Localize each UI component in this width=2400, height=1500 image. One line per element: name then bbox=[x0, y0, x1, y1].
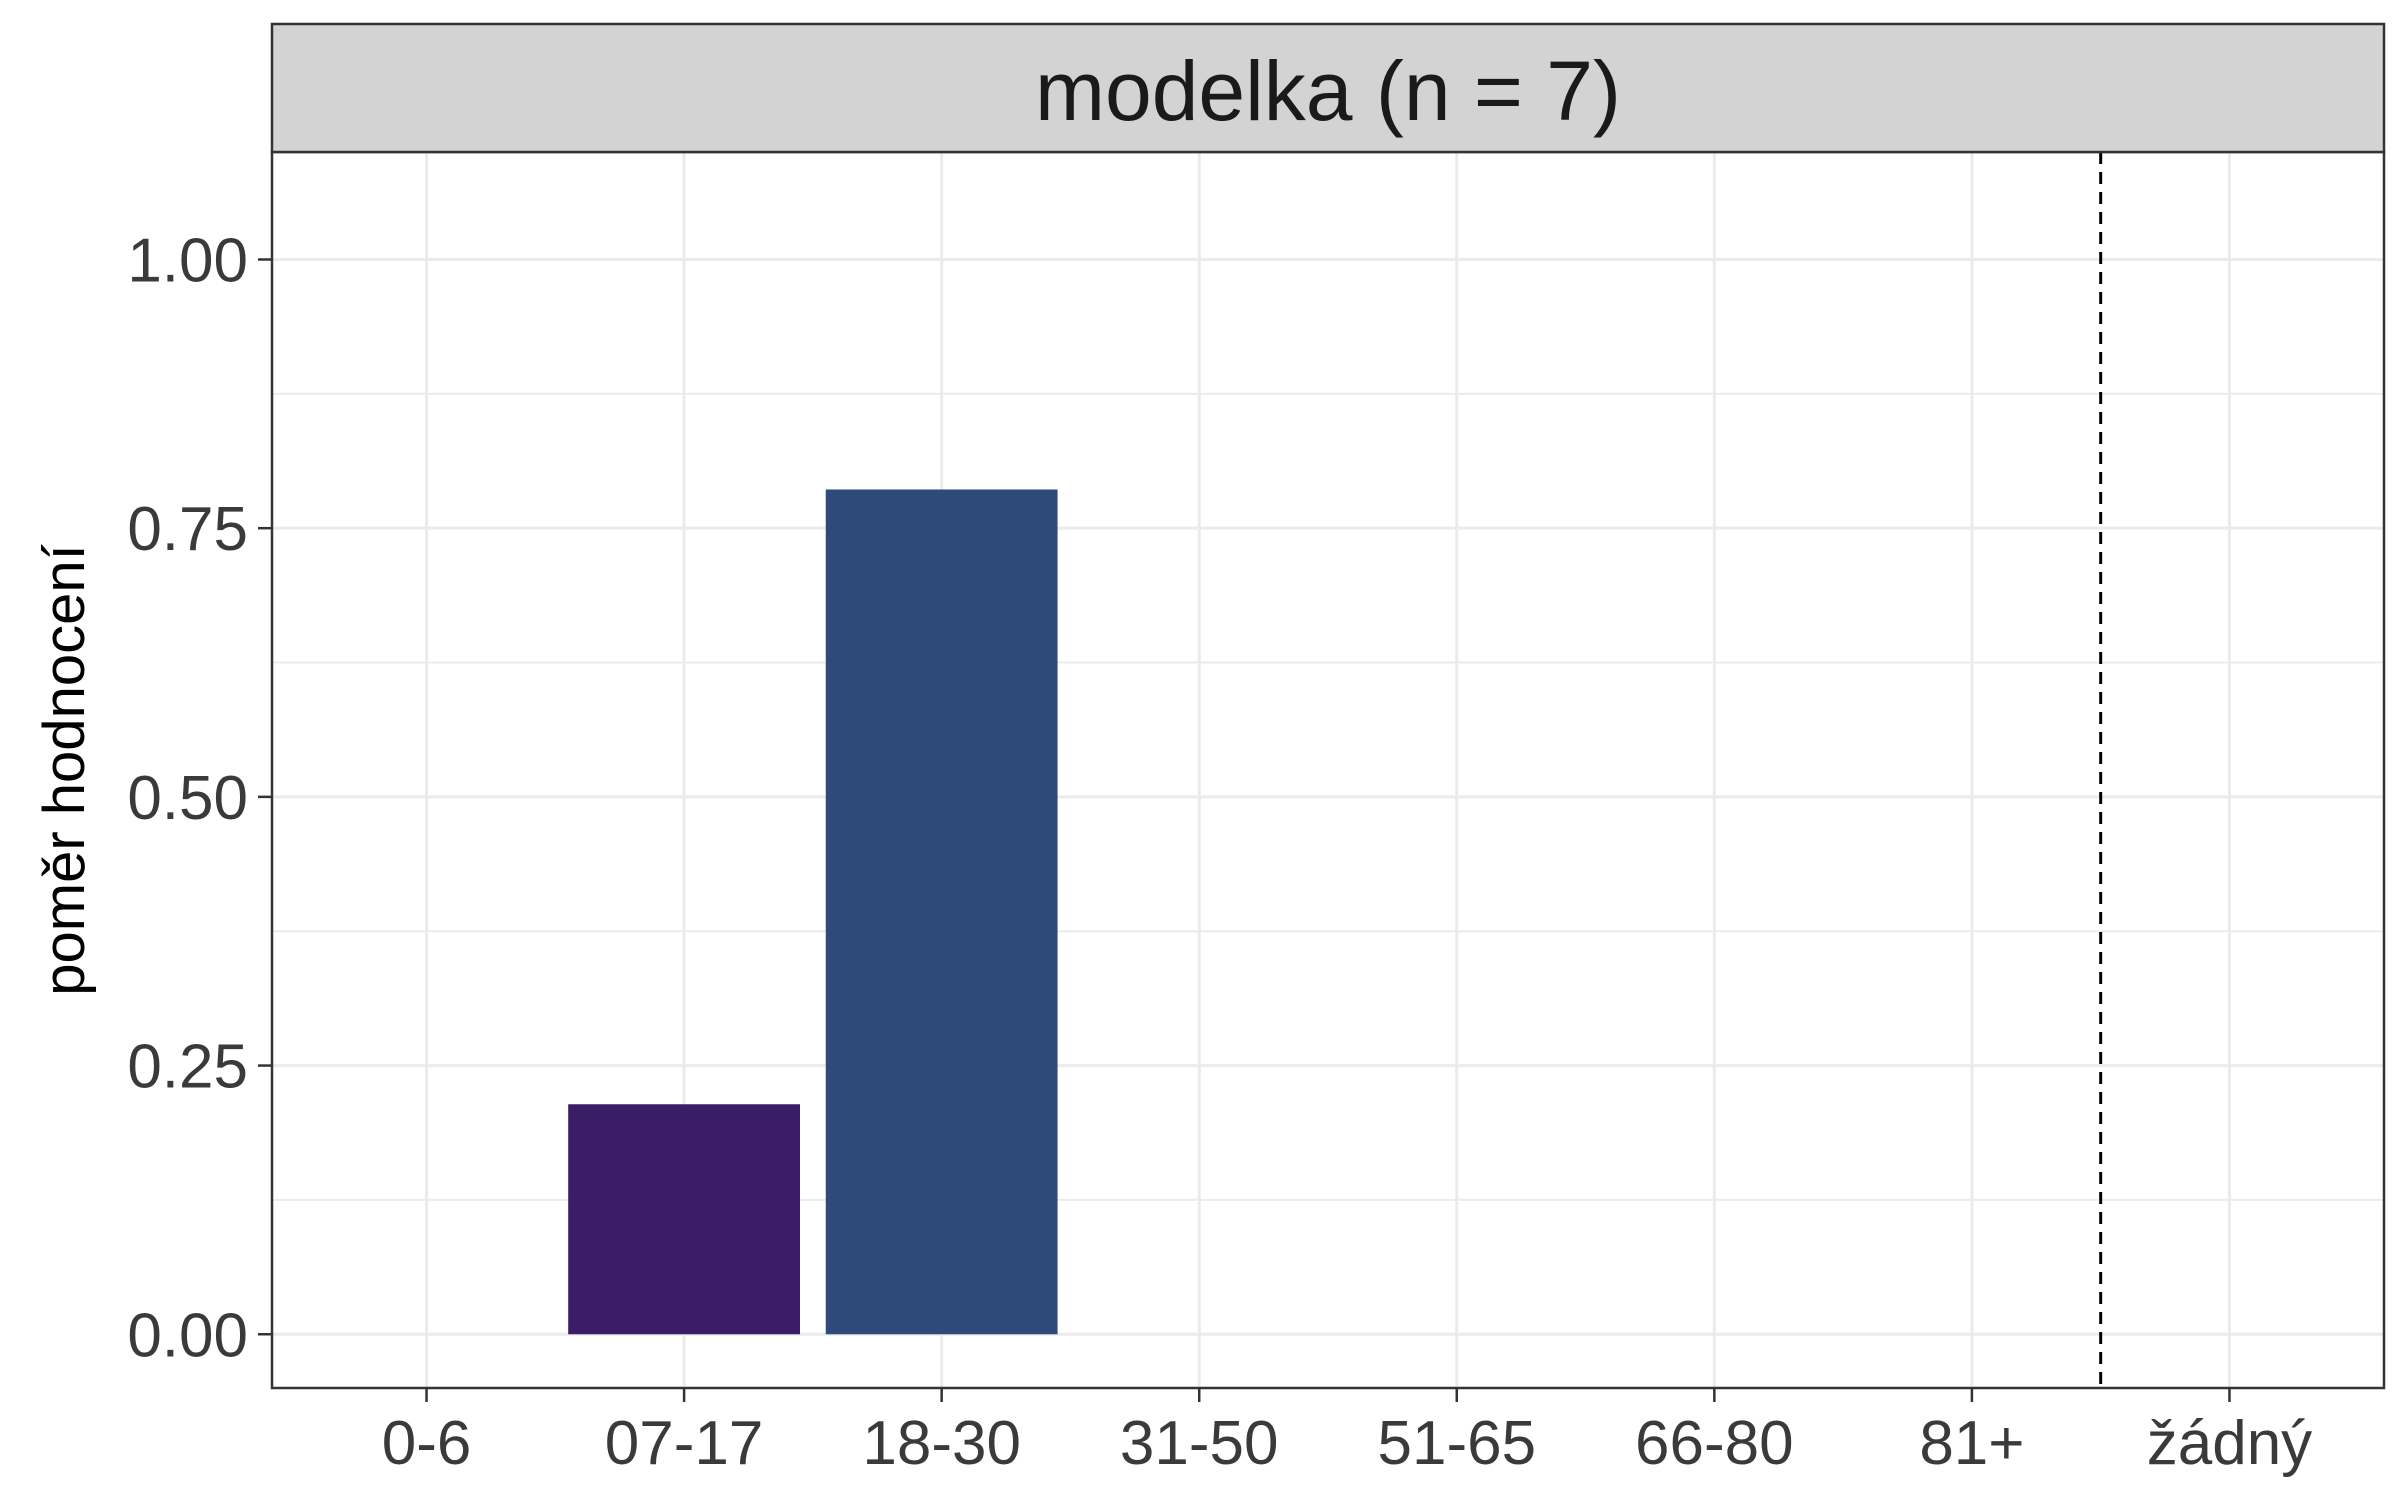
x-tick-label: 07-17 bbox=[605, 1409, 764, 1478]
x-tick-label: 31-50 bbox=[1120, 1409, 1279, 1478]
bar-07-17 bbox=[568, 1104, 800, 1335]
y-tick-label: 0.75 bbox=[127, 495, 248, 564]
panel bbox=[270, 150, 2386, 1390]
y-tick-label: 0.25 bbox=[127, 1033, 248, 1102]
y-tick-label: 0.00 bbox=[127, 1301, 248, 1370]
x-tick-label: 66-80 bbox=[1635, 1409, 1794, 1478]
x-tick-label: 51-65 bbox=[1377, 1409, 1536, 1478]
y-tick-label: 0.50 bbox=[127, 764, 248, 833]
bars bbox=[568, 489, 1058, 1335]
facet-strip: modelka (n = 7) bbox=[270, 22, 2386, 154]
y-axis-title: poměr hodnocení bbox=[32, 544, 97, 995]
x-tick-label: 0-6 bbox=[382, 1409, 472, 1478]
y-tick-label: 1.00 bbox=[127, 226, 248, 295]
y-axis: 0.00 0.25 0.50 0.75 1.00 bbox=[127, 226, 272, 1370]
x-axis: 0-6 07-17 18-30 31-50 51-65 66-80 81+ žádný bbox=[382, 1388, 2312, 1478]
x-tick-label: 81+ bbox=[1919, 1409, 2024, 1478]
facet-title: modelka (n = 7) bbox=[1035, 44, 1621, 138]
x-tick-label: 18-30 bbox=[862, 1409, 1021, 1478]
x-tick-label: žádný bbox=[2147, 1409, 2312, 1478]
bar-18-30 bbox=[825, 489, 1058, 1335]
facet-strip-background bbox=[270, 22, 2386, 154]
